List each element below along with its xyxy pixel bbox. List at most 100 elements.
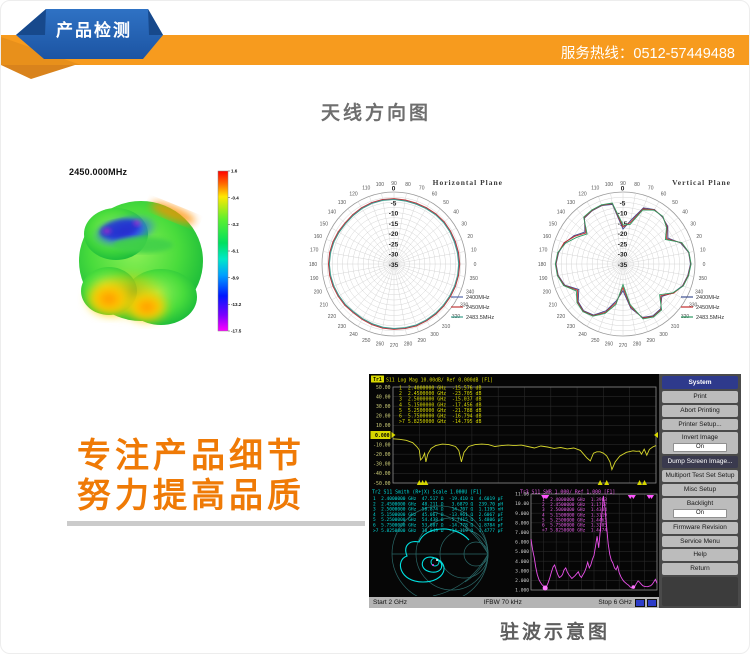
angle-tick-label: 10 [700,248,706,254]
radial-tick-label: 0 [392,186,396,193]
y-axis-label: 40.00 [376,394,391,400]
angle-tick-label: 0 [474,262,477,268]
angle-tick-label: 260 [376,342,385,348]
orange-ribbon-fold [1,65,75,79]
page-title: 产品检测 [56,21,132,40]
angle-tick-label: 170 [539,248,548,254]
sweep-stop-label: Stop 6 GHz [598,599,632,606]
angle-tick-label: 180 [538,262,547,268]
angle-tick-label: 140 [557,210,566,216]
sweep-start-label: Start 2 GHz [373,599,407,606]
angle-tick-label: 160 [314,234,323,240]
angle-tick-label: 140 [328,210,337,216]
y-axis-label: 5.000 [515,549,529,555]
vna-menu-button: Invert Image On [662,432,738,455]
angle-tick-label: 50 [443,200,449,206]
vna-softkey-menu: System Print Abort Printing Printer Setup..… [659,374,741,608]
angle-tick-label: 300 [659,332,668,338]
divider [67,521,365,526]
radial-tick-label: -35 [389,262,399,269]
section-title: 天线方向图 [320,103,431,124]
vna-menu-button: Multiport Test Set Setup [662,470,738,482]
angle-tick-label: 250 [362,338,371,344]
angle-tick-label: 270 [390,343,399,349]
polar-title: Vertical Plane [672,178,731,187]
legend-label: 2483.5MHz [696,315,724,321]
angle-tick-label: 330 [460,302,469,308]
vswr-caption: 驻波示意图 [499,622,610,643]
horizontal-plane-chart: 0 10 20 30 40 50 60 70 80 90 100 110 120 130 140 150 160… [299,169,509,349]
angle-tick-label: 340 [695,290,704,296]
radial-tick-label: -10 [389,211,399,218]
y-axis-label: 20.00 [376,414,391,420]
3d-pattern-frequency-label: 2450.000MHz [69,167,128,177]
angle-tick-label: 280 [404,342,413,348]
angle-tick-label: 60 [432,192,438,198]
angle-tick-label: 120 [578,192,587,198]
y-axis-label: 1.000 [515,588,529,594]
slogan: 专注产品细节 努力提高品质 [77,437,305,517]
vna-menu-button: Help [662,549,738,562]
trace-2483.5MHz [328,199,460,329]
marker-flag [604,480,610,485]
angle-tick-label: 0 [703,262,706,268]
angle-tick-label: 80 [634,182,640,188]
angle-tick-label: 70 [419,186,425,192]
status-indicator [635,598,645,607]
angle-tick-label: 130 [338,200,347,206]
colorbar-tick-label: -3.2 [231,222,239,227]
radial-tick-label: -20 [618,231,628,238]
angle-tick-label: 70 [648,186,654,192]
legend-label: 2483.5MHz [466,315,494,321]
angle-tick-label: 20 [467,234,473,240]
marker-flag [597,480,603,485]
y-axis-label: 3.000 [515,568,529,574]
angle-tick-label: 160 [543,234,552,240]
radial-tick-label: -5 [620,200,626,207]
angle-tick-label: 240 [578,332,587,338]
angle-tick-label: 300 [430,332,439,338]
angle-tick-label: 270 [619,343,628,349]
angle-tick-label: 90 [391,181,397,187]
vna-status-bar: Start 2 GHz IFBW 70 kHz Stop 6 GHz [369,597,659,608]
marker-dot [631,585,636,589]
ref-arrow [654,432,658,438]
angle-tick-label: 280 [633,342,642,348]
marker-flag [637,480,643,485]
y-axis-label: 8.000 [515,520,529,526]
3d-radiation-pattern [79,201,203,325]
y-axis-label: 7.000 [515,530,529,536]
smith-chart [391,505,489,596]
menu-toggle-state: On [673,508,727,518]
y-axis-label: -50.00 [373,481,390,487]
angle-tick-label: 220 [328,314,337,320]
menu-title: System [662,376,738,389]
angle-tick-label: 290 [647,338,656,344]
vna-menu-button: Return [662,563,738,575]
angle-tick-label: 100 [376,182,385,188]
radial-tick-label: -15 [389,221,399,228]
ref-arrow [391,432,396,438]
angle-tick-label: 330 [689,302,698,308]
y-axis-label: 9.000 [515,511,529,517]
colorbar: 1.6 -0.4 -3.2 -6.1 -8.9 -13.2 -17.5 [217,169,242,334]
radial-tick-label: -5 [391,200,397,207]
vna-menu-button: Firmware Revision [662,521,738,534]
blue-ribbon-fold-left [16,9,46,35]
marker-dot [542,585,548,591]
y-axis-label: 6.000 [515,540,529,546]
angle-tick-label: 170 [310,248,319,254]
vna-menu-button: Misc Setup [662,483,738,496]
angle-tick-label: 210 [549,302,558,308]
angle-tick-label: 60 [661,192,667,198]
marker-flag [544,495,550,499]
angle-tick-label: 110 [362,186,370,192]
colorbar-tick-label: -13.2 [231,302,242,307]
angle-tick-label: 340 [466,290,475,296]
angle-tick-label: 240 [349,332,358,338]
smith-trace [399,528,470,583]
marker-flag [420,480,426,485]
y-axis-label: -20.00 [373,452,390,458]
marker-flag [416,480,422,485]
angle-tick-label: 310 [671,324,680,330]
